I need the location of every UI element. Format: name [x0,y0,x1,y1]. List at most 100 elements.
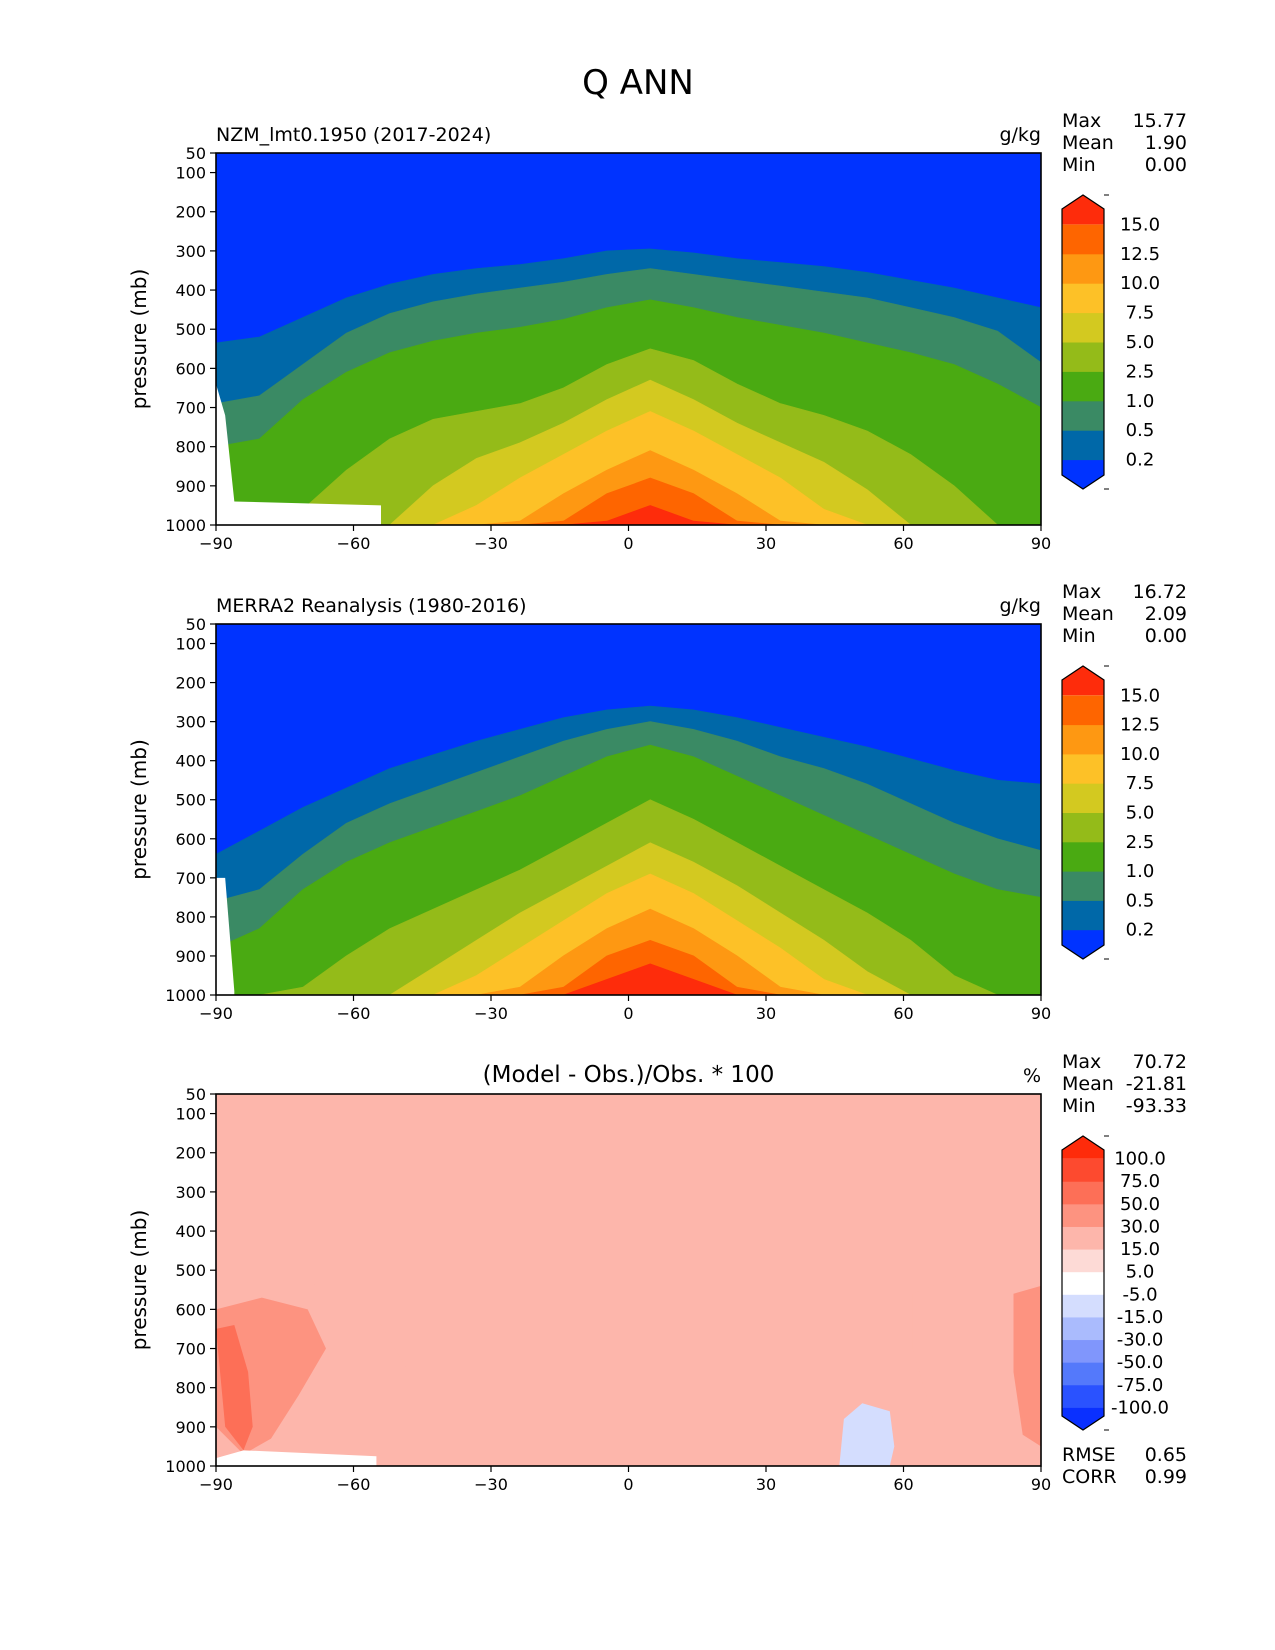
colorbar-swatch [1062,1158,1104,1182]
stat-label: Max [1062,1051,1101,1073]
colorbar-swatch [1062,1339,1104,1363]
stat-value: 0.00 [1145,154,1187,176]
plot-area [216,153,1041,525]
colorbar-outline [1061,665,1105,960]
y-tick-label: 300 [175,1183,206,1202]
colorbar-swatch [1062,724,1104,755]
colorbar-swatch [1062,224,1104,255]
y-tick-label: 100 [175,1105,206,1124]
x-tick-label: 90 [1031,1475,1051,1494]
colorbar-swatch [1062,430,1104,461]
y-tick-label: 1000 [165,516,206,535]
colorbar-swatch [1062,400,1104,431]
stat-value: 16.72 [1133,581,1187,603]
colorbar-swatch [1062,342,1104,372]
colorbar-label: -100.0 [1111,1397,1169,1418]
colorbar-label: -15.0 [1117,1307,1164,1328]
x-tick-label: −90 [199,1004,233,1023]
stat-label: CORR [1062,1466,1117,1488]
panel-title: (Model - Obs.)/Obs. * 100 [483,1062,775,1088]
contour-band [216,939,1041,995]
plot-area [216,624,1041,995]
colorbar-swatch [1062,283,1104,314]
colorbar-label: 100.0 [1114,1149,1166,1170]
anomaly-positive [912,1254,1041,1466]
colorbar-label: 2.5 [1126,361,1155,382]
colorbar-label: 30.0 [1120,1216,1160,1237]
y-tick-label: 900 [175,1418,206,1437]
y-tick-label: 200 [175,674,206,693]
topography-mask [216,877,235,995]
y-tick-label: 50 [186,615,206,634]
colorbar-swatch [1062,253,1104,284]
y-tick-label: 900 [175,477,206,496]
topography-mask [216,1450,377,1466]
y-tick-label: 1000 [165,986,206,1005]
colorbar-outline [1061,1135,1105,1431]
stat-label: Min [1062,1095,1096,1117]
colorbar-swatch [1062,1249,1104,1273]
colorbar-swatch [1062,195,1104,225]
y-tick-label: 300 [175,242,206,261]
stat-value: 0.99 [1145,1466,1187,1488]
colorbar-label: 5.0 [1126,1262,1155,1283]
colorbar-label: 15.0 [1120,685,1160,706]
stat-value: 0.00 [1145,625,1187,647]
colorbar-label: 15.0 [1120,214,1160,235]
y-tick-label: 600 [175,359,206,378]
colorbar-label: 15.0 [1120,1239,1160,1260]
colorbar-swatch [1062,929,1104,959]
colorbar-swatch [1062,312,1104,343]
x-tick-label: 60 [893,1475,913,1494]
y-tick-label: 700 [175,869,206,888]
y-tick-label: 600 [175,1300,206,1319]
y-tick-label: 400 [175,752,206,771]
x-tick-label: 30 [756,1475,776,1494]
panel-units: % [1023,1065,1041,1087]
y-tick-label: 100 [175,635,206,654]
colorbar-label: -75.0 [1117,1375,1164,1396]
y-tick-label: 1000 [165,1457,206,1476]
stat-value: 0.65 [1145,1444,1187,1466]
colorbar-label: 7.5 [1126,773,1155,794]
anomaly-positive [216,1325,253,1451]
colorbar-label: 12.5 [1120,715,1160,736]
colorbar-label: 0.5 [1126,420,1155,441]
stat-value: 70.72 [1133,1051,1187,1073]
x-tick-label: 30 [756,1004,776,1023]
contour-band [216,963,1041,995]
panel-units: g/kg [999,595,1041,617]
colorbar-swatch [1062,1203,1104,1227]
stat-value: -21.81 [1126,1073,1187,1095]
colorbar-swatch [1062,1226,1104,1250]
colorbar-label: 0.2 [1126,450,1155,471]
x-tick-label: 0 [623,1004,633,1023]
y-tick-label: 800 [175,438,206,457]
y-axis-label: pressure (mb) [127,1210,151,1351]
colorbar-swatch [1062,841,1104,872]
colorbar-swatch [1062,900,1104,931]
colorbar-label: 5.0 [1126,332,1155,353]
x-tick-label: 30 [756,534,776,553]
x-tick-label: 0 [623,534,633,553]
colorbar: -100.0-75.0-50.0-30.0-15.0-5.05.015.030.… [1061,1135,1169,1431]
x-tick-label: −60 [337,1475,371,1494]
x-tick-label: −90 [199,534,233,553]
colorbar-label: 7.5 [1126,303,1155,324]
y-tick-label: 800 [175,908,206,927]
stat-value: 2.09 [1145,603,1187,625]
x-tick-label: −90 [199,1475,233,1494]
colorbar-label: -5.0 [1122,1284,1157,1305]
colorbar: 0.2 0.5 1.0 2.5 5.0 7.5 10.0 12.5 15.0 [1061,665,1160,960]
anomaly-negative [839,1403,895,1466]
colorbar-swatch [1062,753,1104,784]
y-tick-label: 400 [175,1222,206,1241]
x-tick-label: −30 [474,1475,508,1494]
y-tick-label: 500 [175,791,206,810]
colorbar-swatch [1062,459,1104,489]
y-tick-label: 700 [175,1340,206,1359]
colorbar-swatch [1062,871,1104,901]
